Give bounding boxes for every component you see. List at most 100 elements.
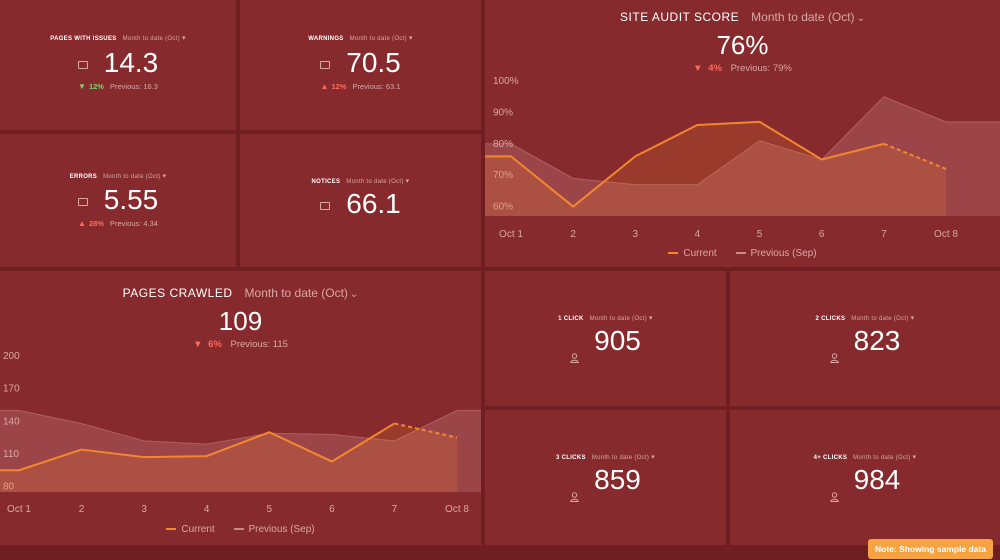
kpi-2-clicks[interactable]: 2 CLICKS Month to date (Oct) ▾ 823 (730, 271, 1000, 406)
current-series-line (485, 120, 885, 208)
y-tick-label: 80% (493, 139, 513, 150)
x-tick-label: 6 (819, 229, 825, 240)
kpi-errors[interactable]: ERRORS Month to date (Oct) ▾ 5.55 ▲ 28% Prev… (0, 134, 236, 267)
kpi-pages-with-issues[interactable]: PAGES WITH ISSUES Month to date (Oct) ▾ 14… (0, 0, 236, 130)
y-tick-label: 140 (3, 416, 20, 427)
x-tick-label: 7 (392, 504, 398, 515)
chevron-down-icon: ▾ (405, 178, 410, 185)
y-tick-label: 70% (493, 170, 513, 181)
period-selector[interactable]: Month to date (Oct) ▾ (103, 173, 167, 180)
sample-data-note: Note: Showing sample data (868, 539, 993, 559)
chevron-down-icon: ▾ (181, 35, 186, 42)
period-selector[interactable]: Month to date (Oct) ▾ (122, 35, 186, 42)
legend-swatch-current (166, 528, 177, 531)
briefcase-icon (320, 201, 331, 210)
x-tick-label: 4 (204, 504, 210, 515)
period-selector[interactable]: Month to date (Oct) ⌄ (751, 10, 865, 24)
x-tick-label: Oct 8 (934, 229, 958, 240)
kpi-delta: 12% (88, 82, 104, 91)
user-icon (570, 338, 579, 364)
kpi-notices[interactable]: NOTICES Month to date (Oct) ▾ 66.1 (240, 134, 481, 267)
kpi-value: 5.55 (103, 184, 159, 215)
arrow-down-icon: ▼ (193, 339, 203, 350)
kpi-delta: 12% (331, 82, 347, 91)
site-audit-chart: 100% 90% 80% 70% 60% Oct 1 2 3 4 5 6 7 Oct 8 (485, 76, 1000, 240)
site-audit-score-widget[interactable]: SITE AUDIT SCORE Month to date (Oct) ⌄ 76… (485, 0, 1000, 267)
legend-swatch-previous (735, 252, 746, 255)
kpi-value: 984 (853, 464, 901, 495)
y-tick-label: 90% (493, 107, 513, 118)
y-tick-label: 80 (3, 482, 15, 493)
kpi-previous: Previous: 63.1 (352, 82, 401, 91)
x-tick-label: Oct 1 (499, 229, 523, 240)
arrow-up-icon: ▲ (78, 219, 86, 228)
y-tick-label: 200 (3, 351, 20, 362)
current-series-area (485, 121, 946, 216)
current-series-line (0, 422, 395, 472)
kpi-warnings[interactable]: WARNINGS Month to date (Oct) ▾ 70.5 ▲ 12% Pr… (240, 0, 481, 130)
period-selector[interactable]: Month to date (Oct) ▾ (349, 35, 413, 42)
x-tick-label: 3 (141, 504, 147, 515)
x-tick-label: 4 (695, 229, 701, 240)
legend-swatch-current (668, 252, 679, 255)
kpi-value: 70.5 (346, 47, 401, 78)
kpi-title: 3 CLICKS (556, 455, 586, 461)
chart-title: SITE AUDIT SCORE (620, 10, 740, 24)
chevron-down-icon: ▾ (651, 454, 655, 461)
chart-legend: Current Previous (Sep) (485, 248, 1000, 259)
legend-previous[interactable]: Previous (Sep) (233, 524, 315, 535)
arrow-down-icon: ▼ (693, 63, 703, 74)
user-icon (570, 477, 579, 503)
chart-title: PAGES CRAWLED (122, 286, 233, 300)
period-selector[interactable]: Month to date (Oct) ▾ (589, 315, 653, 322)
kpi-title: PAGES WITH ISSUES (50, 36, 117, 42)
site-audit-delta: 4% (708, 63, 722, 74)
period-selector[interactable]: Month to date (Oct) ▾ (346, 178, 410, 185)
legend-previous[interactable]: Previous (Sep) (735, 248, 817, 259)
kpi-title: 4+ CLICKS (813, 455, 848, 461)
period-selector[interactable]: Month to date (Oct) ▾ (591, 454, 655, 461)
period-selector[interactable]: Month to date (Oct) ⌄ (244, 286, 359, 300)
previous-series-line (485, 96, 1000, 186)
chevron-down-icon: ▾ (649, 315, 653, 322)
kpi-title: ERRORS (69, 174, 98, 180)
x-tick-label: 3 (633, 229, 639, 240)
pages-crawled-previous: Previous: 115 (230, 339, 288, 350)
kpi-3-clicks[interactable]: 3 CLICKS Month to date (Oct) ▾ 859 (485, 410, 726, 545)
legend-current[interactable]: Current (668, 248, 717, 259)
kpi-value: 859 (594, 464, 641, 495)
x-tick-label: 5 (267, 504, 273, 515)
x-tick-label: 2 (570, 229, 576, 240)
kpi-4-plus-clicks[interactable]: 4+ CLICKS Month to date (Oct) ▾ 984 (730, 410, 1000, 545)
kpi-title: 1 CLICK (558, 316, 584, 322)
period-selector[interactable]: Month to date (Oct) ▾ (853, 454, 917, 461)
x-tick-label: Oct 1 (7, 504, 31, 515)
briefcase-icon (77, 197, 88, 206)
period-selector[interactable]: Month to date (Oct) ▾ (851, 315, 915, 322)
legend-current[interactable]: Current (166, 524, 215, 535)
pages-crawled-chart: 200 170 140 110 80 Oct 1 2 3 4 5 6 7 Oct 8 (0, 351, 481, 515)
kpi-title: NOTICES (311, 179, 341, 185)
kpi-title: WARNINGS (308, 36, 344, 42)
previous-series-area (0, 410, 481, 492)
previous-series-line (0, 409, 481, 445)
y-tick-label: 100% (493, 76, 519, 87)
legend-swatch-previous (233, 528, 244, 531)
kpi-previous: Previous: 16.3 (109, 82, 158, 91)
pages-crawled-widget[interactable]: PAGES CRAWLED Month to date (Oct) ⌄ 109 ▼… (0, 271, 481, 545)
kpi-1-click[interactable]: 1 CLICK Month to date (Oct) ▾ 905 (485, 271, 726, 406)
chart-legend: Current Previous (Sep) (0, 524, 481, 535)
x-tick-label: 2 (79, 504, 85, 515)
pages-crawled-value: 109 (218, 306, 263, 336)
kpi-delta: 28% (88, 219, 104, 228)
site-audit-value: 76% (716, 30, 769, 60)
y-tick-label: 110 (3, 449, 19, 460)
chevron-down-icon: ▾ (912, 454, 917, 461)
x-tick-label: 5 (757, 229, 763, 240)
briefcase-icon (320, 60, 331, 69)
kpi-title: 2 CLICKS (815, 316, 846, 322)
arrow-up-icon: ▲ (320, 82, 329, 91)
briefcase-icon (77, 60, 88, 69)
current-series-projection (394, 422, 458, 439)
previous-series-area (485, 96, 1000, 216)
